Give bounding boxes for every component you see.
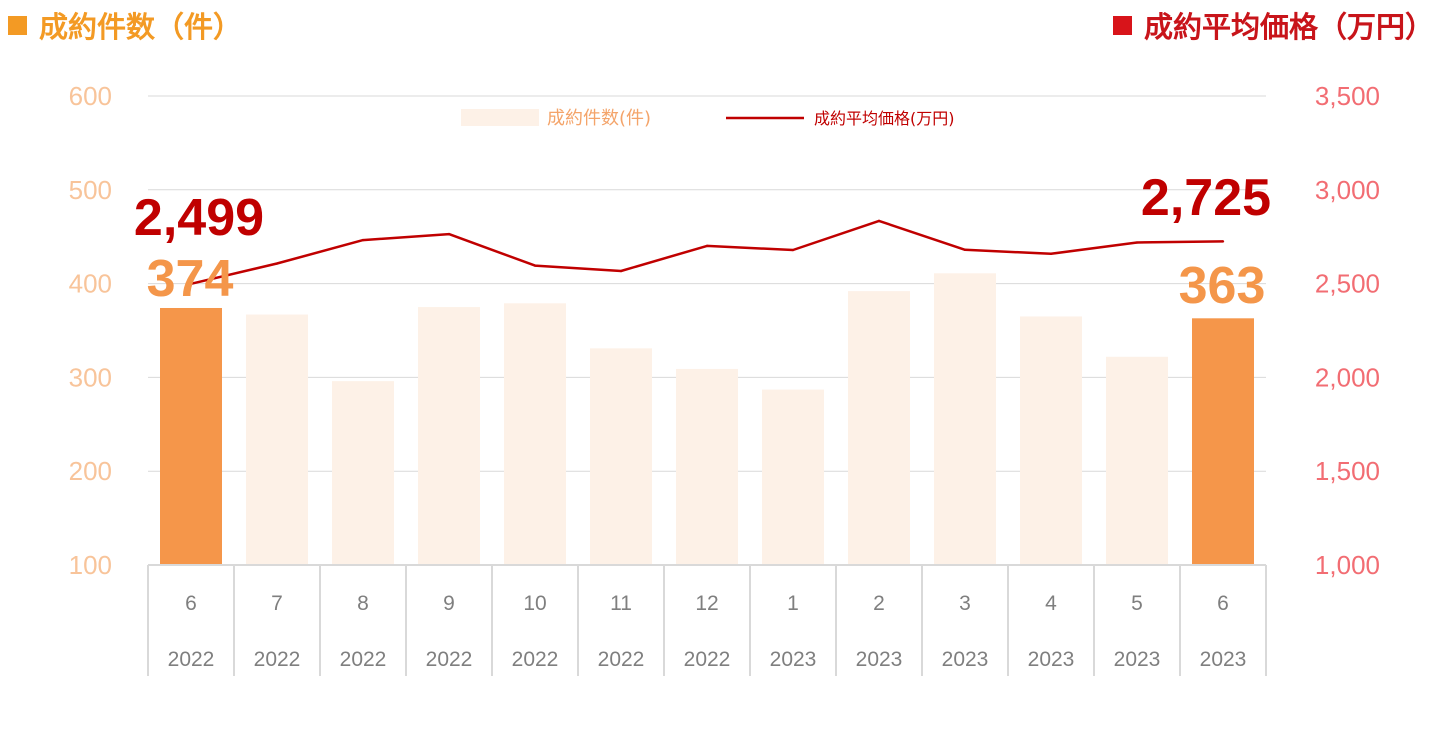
left-tick-label: 600 <box>69 81 112 111</box>
legend-bar-swatch <box>461 109 539 126</box>
right-tick-label: 1,000 <box>1315 550 1380 580</box>
data-label-first-count: 374 <box>147 250 234 308</box>
price-point <box>1135 241 1139 244</box>
red-square-icon <box>1112 15 1132 35</box>
left-tick-label: 200 <box>69 456 112 486</box>
x-tick-year: 2022 <box>598 648 645 671</box>
x-tick-year: 2022 <box>426 648 473 671</box>
price-point <box>447 232 451 236</box>
x-tick-month: 12 <box>695 592 718 615</box>
bar <box>504 303 566 565</box>
x-tick-month: 6 <box>1217 592 1229 615</box>
bar <box>848 291 910 565</box>
x-tick-year: 2022 <box>512 648 559 671</box>
legend-line-label: 成約平均価格(万円) <box>814 109 955 128</box>
left-axis-title: 成約件数（件） <box>39 10 243 44</box>
bar <box>332 381 394 565</box>
right-tick-label: 2,500 <box>1315 269 1380 299</box>
price-point <box>361 238 365 242</box>
data-label-last-price: 2,725 <box>1141 169 1271 227</box>
x-tick-month: 8 <box>357 592 369 615</box>
bar <box>762 389 824 565</box>
bar <box>246 314 308 565</box>
x-tick-year: 2022 <box>168 648 215 671</box>
x-tick-year: 2022 <box>340 648 387 671</box>
left-tick-label: 500 <box>69 175 112 205</box>
line-series <box>189 219 1225 286</box>
x-tick-year: 2023 <box>1200 648 1247 671</box>
data-label-last-count: 363 <box>1179 257 1266 315</box>
left-y-axis: 100 200 300 400 500 600 <box>69 81 112 580</box>
x-tick-year: 2023 <box>942 648 989 671</box>
bar <box>934 273 996 565</box>
left-axis-header: 成約件数（件） <box>8 4 242 46</box>
bar <box>1192 318 1254 565</box>
x-tick-month: 4 <box>1045 592 1057 615</box>
x-tick-month: 9 <box>443 592 455 615</box>
x-tick-month: 6 <box>185 592 197 615</box>
x-tick-year: 2022 <box>254 648 301 671</box>
right-tick-label: 3,000 <box>1315 175 1380 205</box>
x-tick-year: 2023 <box>856 648 903 671</box>
x-tick-year: 2023 <box>1114 648 1161 671</box>
bar <box>1106 356 1168 565</box>
right-axis-title: 成約平均価格（万円） <box>1143 10 1434 44</box>
right-tick-label: 1,500 <box>1315 456 1380 486</box>
price-point <box>963 248 967 252</box>
x-tick-year: 2023 <box>770 648 817 671</box>
bar <box>676 368 738 565</box>
bar <box>160 307 222 565</box>
right-y-axis: 1,000 1,500 2,000 2,500 3,000 3,500 <box>1315 81 1380 580</box>
price-point <box>619 269 623 273</box>
x-tick-month: 1 <box>787 592 799 615</box>
price-point <box>1049 252 1053 255</box>
left-tick-label: 400 <box>69 269 112 299</box>
x-tick-month: 2 <box>873 592 885 615</box>
orange-square-icon <box>8 15 27 35</box>
legend-bar-label: 成約件数(件) <box>547 108 651 129</box>
price-point <box>189 282 193 285</box>
left-tick-label: 300 <box>69 362 112 392</box>
legend: 成約件数(件) 成約平均価格(万円) <box>461 108 955 129</box>
data-label-first-price: 2,499 <box>134 189 264 247</box>
bar <box>1020 316 1082 565</box>
x-tick-month: 5 <box>1131 592 1143 615</box>
bar <box>418 307 480 565</box>
data-labels: 2,499 374 2,725 363 <box>134 169 1271 315</box>
price-point <box>877 219 881 223</box>
price-point <box>533 264 537 267</box>
right-tick-label: 3,500 <box>1315 81 1380 111</box>
right-tick-label: 2,000 <box>1315 362 1380 392</box>
price-point <box>1221 240 1225 243</box>
x-axis: 6202272022820229202210202211202212202212… <box>147 564 1267 676</box>
x-tick-month: 7 <box>271 592 283 615</box>
x-tick-month: 11 <box>610 592 632 615</box>
right-axis-header: 成約平均価格（万円） <box>1112 4 1434 46</box>
bar <box>590 348 652 565</box>
price-point <box>791 248 795 252</box>
price-line <box>190 219 1224 286</box>
price-point <box>275 262 279 265</box>
bar-series <box>160 273 1254 565</box>
x-tick-year: 2022 <box>684 648 731 671</box>
x-tick-year: 2023 <box>1028 648 1075 671</box>
x-tick-month: 10 <box>523 592 546 615</box>
x-tick-month: 3 <box>959 592 971 615</box>
price-point <box>705 244 709 248</box>
left-tick-label: 100 <box>69 550 112 580</box>
